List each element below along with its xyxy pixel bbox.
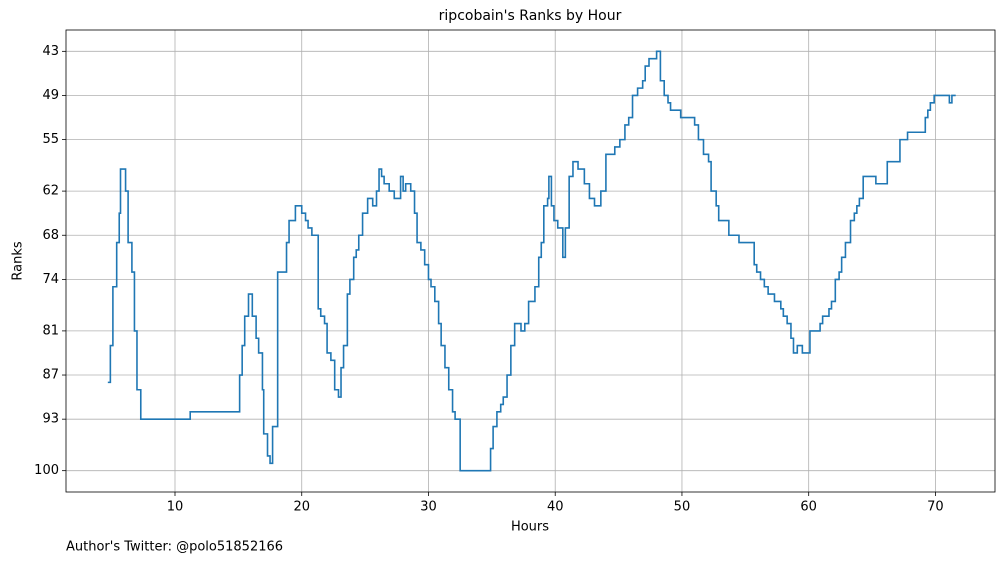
y-tick-label: 100 <box>34 463 59 478</box>
y-tick-label: 43 <box>42 44 59 59</box>
y-tick-label: 93 <box>42 412 59 427</box>
y-tick-label: 68 <box>42 228 59 243</box>
y-tick-label: 62 <box>42 184 59 199</box>
step-line <box>107 50 956 472</box>
y-axis-label: Ranks <box>11 241 26 280</box>
x-tick-label: 50 <box>674 500 691 515</box>
x-tick-label: 30 <box>420 500 437 515</box>
y-tick-label: 81 <box>42 323 59 338</box>
chart-title: ripcobain's Ranks by Hour <box>439 8 622 24</box>
footer: Author's Twitter: @polo51852166 <box>66 540 283 555</box>
x-tick-label: 10 <box>167 500 184 515</box>
y-tick-label: 49 <box>42 88 59 103</box>
plot-frame <box>65 29 996 493</box>
x-tick-label: 40 <box>547 500 564 515</box>
y-tick-label: 87 <box>42 368 59 383</box>
x-tick-label: 70 <box>927 500 944 515</box>
y-tick-label: 74 <box>42 272 59 287</box>
y-tick-label: 55 <box>42 132 59 147</box>
x-tick-label: 20 <box>293 500 310 515</box>
x-axis-label: Hours <box>511 520 549 535</box>
x-tick-label: 60 <box>800 500 817 515</box>
